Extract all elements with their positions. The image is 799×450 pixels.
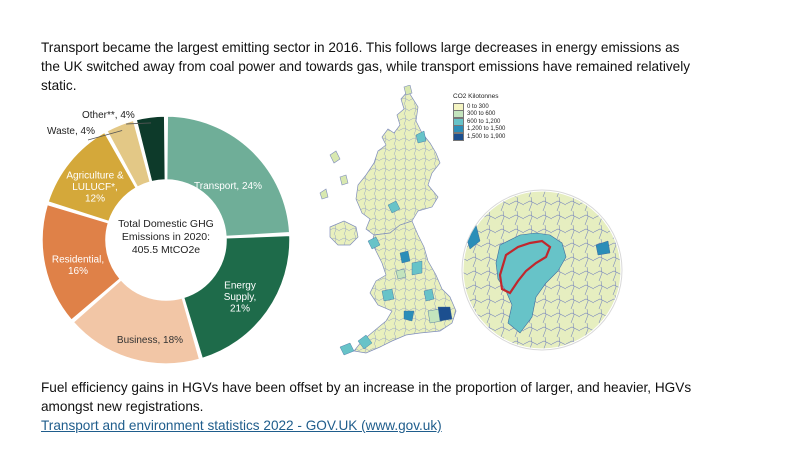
source-link[interactable]: Transport and environment statistics 202… bbox=[41, 418, 442, 433]
donut-center-text: Total Domestic GHG Emissions in 2020: 405.… bbox=[118, 218, 214, 256]
legend-swatch bbox=[453, 132, 464, 141]
donut-slice-waste bbox=[105, 119, 152, 189]
donut-slice-agriculture-lulucf bbox=[47, 131, 138, 223]
map-legend-title: CO2 Kilotonnes bbox=[453, 93, 499, 100]
legend-label: 0 to 300 bbox=[467, 103, 489, 110]
leader-line bbox=[87, 130, 123, 141]
map-emission-patches bbox=[339, 130, 453, 356]
donut-slice-residential bbox=[41, 203, 122, 322]
donut-label: Agriculture & LULUCF*, 12% bbox=[66, 171, 124, 205]
donut-label: Residential, 16% bbox=[52, 254, 104, 277]
donut-slice-transport bbox=[165, 115, 291, 238]
donut-slice-business bbox=[72, 278, 201, 365]
map-region-northern-ireland bbox=[329, 220, 359, 246]
donut-label: Business, 18% bbox=[117, 335, 183, 346]
legend-label: 1,500 to 1,900 bbox=[467, 133, 506, 140]
zoom-emission-area bbox=[495, 232, 567, 334]
map-region-scotland bbox=[355, 90, 441, 236]
legend-item: 1,500 to 1,900 bbox=[453, 132, 506, 141]
donut-slice-energy-supply bbox=[182, 234, 291, 360]
donut-label: Energy Supply, 21% bbox=[224, 281, 257, 315]
legend-label: 600 to 1,200 bbox=[467, 118, 501, 125]
uk-co2-map bbox=[319, 85, 624, 356]
legend-label: 300 to 600 bbox=[467, 111, 496, 118]
donut-label: Waste, 4% bbox=[47, 126, 95, 137]
emissions-donut-chart: Transport, 24% Energy Supply, 21% Business, … bbox=[41, 110, 291, 365]
leader-line bbox=[125, 122, 152, 125]
map-legend: CO2 Kilotonnes 0 to 300 300 to 600 600 t… bbox=[453, 93, 505, 141]
legend-label: 1,200 to 1,500 bbox=[467, 126, 506, 133]
map-islands bbox=[319, 85, 413, 200]
donut-slice-other bbox=[135, 115, 167, 183]
donut-label: Other**, 4% bbox=[82, 110, 135, 121]
outro-paragraph: Fuel efficiency gains in HGVs have been … bbox=[41, 380, 692, 414]
intro-paragraph: Transport became the largest emitting se… bbox=[41, 40, 691, 93]
zoom-highlight-boundary bbox=[498, 239, 552, 295]
donut-label: Transport, 24% bbox=[194, 181, 262, 192]
